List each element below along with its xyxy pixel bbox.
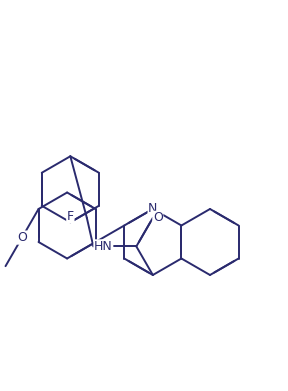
Text: O: O [17, 231, 27, 244]
Text: F: F [67, 210, 74, 223]
Text: N: N [148, 203, 158, 215]
Text: O: O [153, 212, 163, 224]
Text: HN: HN [94, 240, 113, 253]
